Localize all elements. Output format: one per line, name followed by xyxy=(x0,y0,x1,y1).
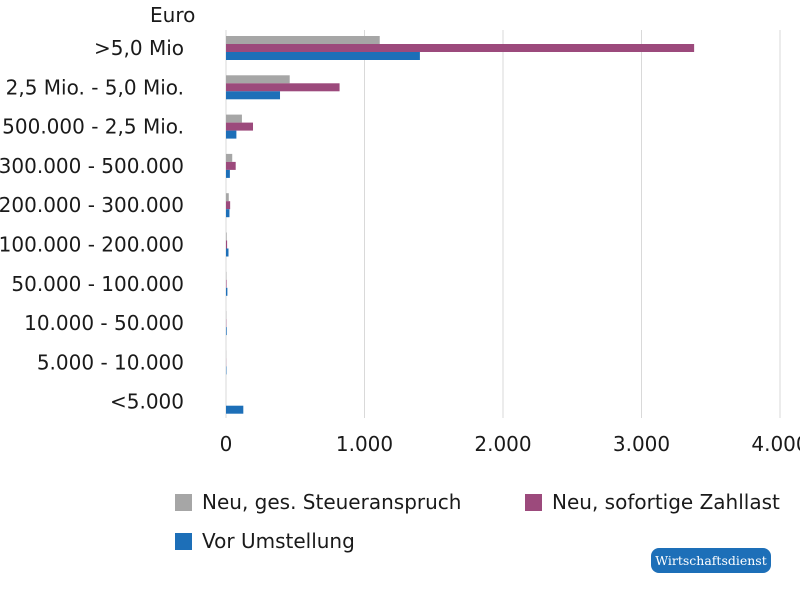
bars xyxy=(226,36,695,414)
bar xyxy=(226,287,228,296)
bar xyxy=(226,169,230,178)
bar xyxy=(226,279,227,288)
x-tick-label: 3.000 xyxy=(613,432,670,456)
bar xyxy=(226,248,229,257)
category-label: 200.000 - 300.000 xyxy=(0,193,184,217)
bar xyxy=(226,75,290,84)
bar xyxy=(226,327,227,336)
category-label: 50.000 - 100.000 xyxy=(11,272,184,296)
category-labels: >5,0 Mio 2,5 Mio. - 5,0 Mio. 500.000 - 2,5… xyxy=(0,36,184,414)
category-label: 100.000 - 200.000 xyxy=(0,233,184,257)
bar xyxy=(226,240,228,249)
bar xyxy=(226,201,231,210)
bar xyxy=(226,130,237,139)
bar xyxy=(226,91,281,100)
x-tick-label: 1.000 xyxy=(336,432,393,456)
category-label: 2,5 Mio. - 5,0 Mio. xyxy=(6,75,184,99)
publisher-badge: Wirtschaftsdienst xyxy=(651,548,771,573)
bar xyxy=(226,44,695,52)
bar xyxy=(226,36,380,44)
bar xyxy=(226,153,233,162)
bar xyxy=(226,122,254,131)
x-tick-label: 4.000 xyxy=(751,432,800,456)
x-tick-label: 0 xyxy=(220,432,233,456)
category-label: <5.000 xyxy=(110,390,184,414)
bar xyxy=(226,114,242,123)
category-label: 300.000 - 500.000 xyxy=(0,154,184,178)
bar xyxy=(226,405,244,414)
bar xyxy=(226,193,229,202)
bar xyxy=(226,52,420,60)
bar xyxy=(226,232,227,241)
bar xyxy=(226,161,236,170)
bar xyxy=(226,83,340,92)
bar xyxy=(226,209,230,218)
category-label: 5.000 - 10.000 xyxy=(37,350,184,374)
x-tick-labels: 0 1.000 2.000 3.000 4.000 xyxy=(220,432,800,456)
category-label: >5,0 Mio xyxy=(94,36,184,60)
category-label: 10.000 - 50.000 xyxy=(24,311,184,335)
unit-label: Euro xyxy=(150,3,195,27)
x-tick-label: 2.000 xyxy=(474,432,531,456)
category-label: 500.000 - 2,5 Mio. xyxy=(2,115,184,139)
